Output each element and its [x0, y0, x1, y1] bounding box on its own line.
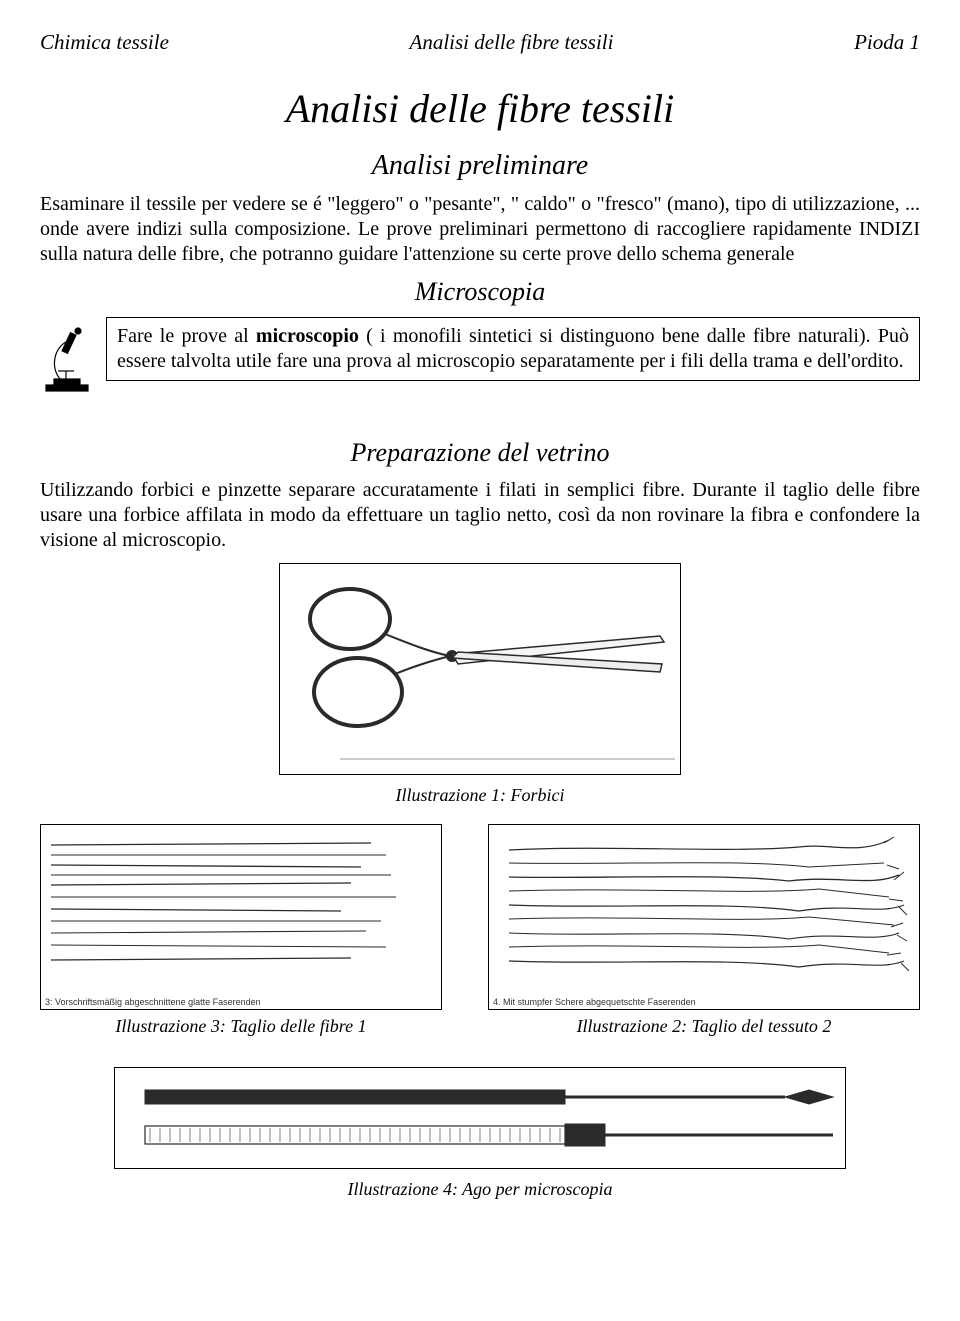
intro-paragraph: Esaminare il tessile per vedere se é "le… — [40, 192, 920, 267]
header-right: Pioda 1 — [854, 30, 920, 55]
figure-4-needle — [114, 1067, 846, 1169]
microscopia-row: Fare le prove al microscopio ( i monofil… — [40, 317, 920, 398]
figure-4-caption: Illustrazione 4: Ago per microscopia — [40, 1179, 920, 1200]
header-center: Analisi delle fibre tessili — [410, 30, 614, 55]
box-text-pre: Fare le prove al — [117, 325, 256, 347]
figure-3-caption: Illustrazione 3: Taglio delle fibre 1 — [115, 1016, 366, 1037]
heading-microscopia: Microscopia — [40, 277, 920, 307]
figure-3-fibers-clean: 3: Vorschriftsmäßig abgeschnittene glatt… — [40, 824, 442, 1010]
figure-1-scissors — [279, 563, 681, 775]
microscopia-box: Fare le prove al microscopio ( i monofil… — [106, 317, 920, 381]
figure-row-2-3: 3: Vorschriftsmäßig abgeschnittene glatt… — [40, 824, 920, 1037]
microscope-icon — [40, 327, 94, 398]
subtitle-preliminare: Analisi preliminare — [40, 150, 920, 182]
figure-4-wrap: Illustrazione 4: Ago per microscopia — [40, 1067, 920, 1200]
box-text-bold: microscopio — [256, 325, 359, 347]
heading-preparazione: Preparazione del vetrino — [40, 438, 920, 468]
document-page: Chimica tessile Analisi delle fibre tess… — [0, 0, 960, 1246]
figure-3-inside-label: 3: Vorschriftsmäßig abgeschnittene glatt… — [41, 995, 441, 1009]
figure-2-inside-label: 4. Mit stumpfer Schere abgequetschte Fas… — [489, 995, 919, 1009]
header-left: Chimica tessile — [40, 30, 169, 55]
figure-1-caption: Illustrazione 1: Forbici — [40, 785, 920, 806]
document-title: Analisi delle fibre tessili — [40, 85, 920, 132]
preparazione-paragraph: Utilizzando forbici e pinzette separare … — [40, 478, 920, 553]
figure-1-wrap: Illustrazione 1: Forbici — [40, 563, 920, 806]
figure-2-fibers-crushed: 4. Mit stumpfer Schere abgequetschte Fas… — [488, 824, 920, 1010]
page-header: Chimica tessile Analisi delle fibre tess… — [40, 30, 920, 55]
figure-3-col: 3: Vorschriftsmäßig abgeschnittene glatt… — [40, 824, 442, 1037]
figure-2-caption: Illustrazione 2: Taglio del tessuto 2 — [577, 1016, 832, 1037]
figure-2-col: 4. Mit stumpfer Schere abgequetschte Fas… — [488, 824, 920, 1037]
